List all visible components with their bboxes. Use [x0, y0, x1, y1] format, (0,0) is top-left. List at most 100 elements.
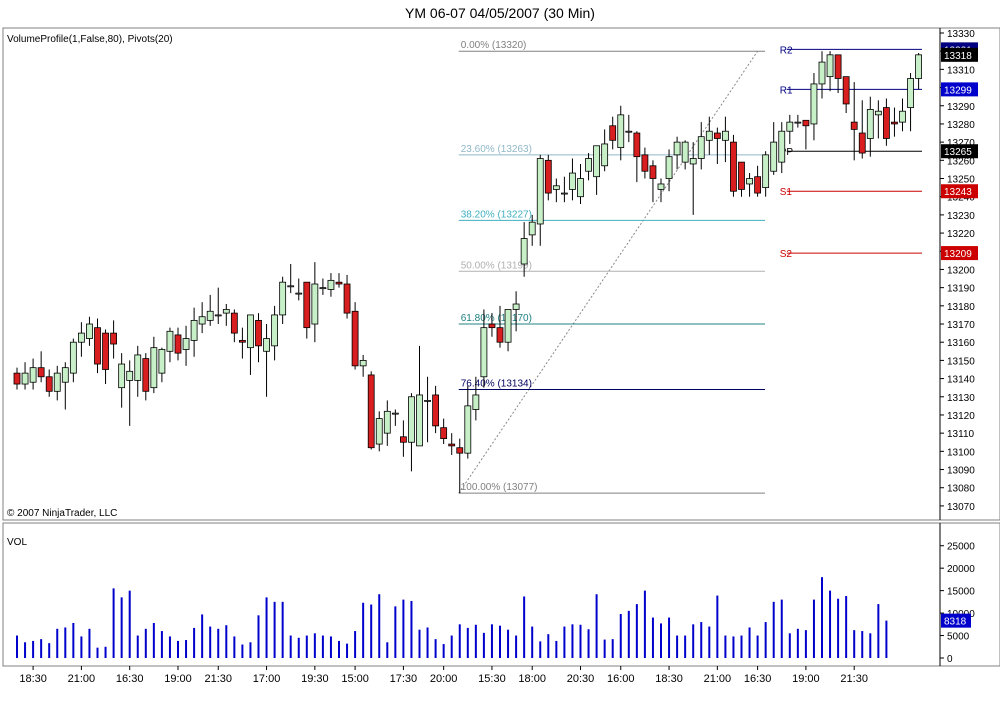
candle-body — [472, 394, 480, 410]
candle-body — [448, 443, 456, 447]
price-tick-label: 13170 — [947, 320, 975, 331]
candle-body — [818, 61, 826, 85]
candle-body — [174, 334, 182, 354]
candle-body — [118, 363, 126, 389]
price-tick-label: 13220 — [947, 229, 975, 240]
candle-body — [61, 367, 69, 383]
candle-body — [496, 327, 504, 343]
price-tick-label: 13270 — [947, 138, 975, 149]
candle-body — [722, 130, 729, 141]
fib-level-label: 23.60% (13263) — [461, 144, 532, 155]
candle-body — [21, 372, 29, 385]
price-tag — [941, 144, 978, 159]
price-tick-label: 13200 — [947, 265, 975, 276]
candle-body — [874, 110, 882, 116]
volume-last-value-tag — [941, 613, 971, 628]
candle-body — [850, 121, 858, 130]
price-tick-label: 13070 — [947, 502, 975, 513]
candle-body — [593, 145, 600, 178]
candle-body — [657, 183, 665, 190]
price-tick-label: 13100 — [947, 447, 975, 458]
candle-body — [214, 314, 222, 317]
candle-body — [110, 332, 117, 345]
price-tick-label: 13330 — [947, 29, 975, 40]
candle-body — [561, 192, 568, 195]
candle-body — [295, 292, 303, 295]
indicators-label: VolumeProfile(1,False,80), Pivots(20) — [7, 34, 173, 45]
candle-body — [585, 158, 592, 172]
candle-body — [94, 327, 101, 365]
price-tag — [941, 47, 978, 62]
candle-body — [754, 176, 761, 194]
price-tag — [941, 246, 978, 261]
candle-body — [69, 341, 77, 374]
candle-body — [826, 54, 834, 78]
price-tick-label: 13130 — [947, 393, 975, 404]
time-tick-label: 21:30 — [840, 673, 868, 685]
price-tag-label: 13318 — [944, 51, 972, 62]
candle-body — [206, 310, 214, 321]
fib-level-label: 38.20% (13227) — [461, 209, 532, 220]
candle-body — [279, 281, 287, 316]
price-pane — [2, 27, 1000, 521]
time-tick-label: 16:30 — [116, 673, 144, 685]
candle-body — [238, 339, 246, 343]
candle-body — [899, 110, 906, 123]
price-tick-label: 13280 — [947, 120, 975, 131]
pivot-label: R2 — [780, 45, 793, 56]
price-tick-label: 13160 — [947, 338, 975, 349]
candle-body — [778, 130, 786, 163]
volume-label: VOL — [7, 537, 27, 548]
fib-level-label: 76.40% (13134) — [461, 378, 532, 389]
candle-body — [311, 283, 319, 325]
price-tag-label: 13243 — [944, 187, 972, 198]
candle-body — [705, 130, 713, 141]
candle-body — [166, 330, 174, 352]
candle-body — [713, 132, 721, 139]
candle-body — [367, 374, 375, 449]
price-tick-label: 13150 — [947, 356, 975, 367]
volume-pane — [2, 522, 1000, 667]
price-tick-label: 13090 — [947, 466, 975, 477]
candle-body — [416, 394, 423, 447]
pivot-label: S2 — [780, 249, 793, 260]
price-tag-label: 13265 — [944, 147, 972, 158]
time-axis: 18:30 21:00 16:30 19:00 21:30 17:00 19:30 15:00… — [19, 666, 868, 685]
time-tick-label: 19:30 — [301, 673, 329, 685]
time-tick-label: 19:00 — [164, 673, 192, 685]
pivot-label: R1 — [780, 85, 793, 96]
candle-body — [158, 349, 166, 374]
candle-body — [86, 323, 93, 339]
candlesticks — [13, 51, 922, 494]
candle-body — [351, 310, 359, 367]
candle-body — [222, 309, 230, 314]
time-tick-label: 19:00 — [792, 673, 820, 685]
candle-body — [617, 114, 625, 148]
time-tick-label: 17:00 — [253, 673, 281, 685]
price-tag — [941, 82, 978, 97]
chart-title: YM 06-07 04/05/2007 (30 Min) — [405, 5, 595, 21]
candle-body — [834, 54, 842, 79]
candle-body — [408, 396, 415, 443]
candle-body — [528, 221, 536, 236]
candle-body — [263, 338, 270, 352]
price-tick-label: 13230 — [947, 211, 975, 222]
candle-body — [432, 394, 440, 427]
price-tick-label: 13140 — [947, 375, 975, 386]
candle-body — [45, 376, 53, 392]
candle-body — [552, 185, 560, 190]
candle-body — [424, 400, 431, 402]
candle-body — [53, 372, 61, 392]
price-tick-label: 13190 — [947, 284, 975, 295]
candle-body — [520, 238, 528, 265]
price-tick-label: 13290 — [947, 102, 975, 113]
candle-body — [230, 312, 238, 334]
candle-body — [915, 54, 922, 79]
candle-body — [770, 141, 778, 172]
candle-body — [609, 125, 617, 141]
candle-body — [383, 410, 391, 434]
price-tick-label: 13250 — [947, 175, 975, 186]
price-tick-label: 13310 — [947, 65, 975, 76]
candle-body — [577, 178, 584, 198]
